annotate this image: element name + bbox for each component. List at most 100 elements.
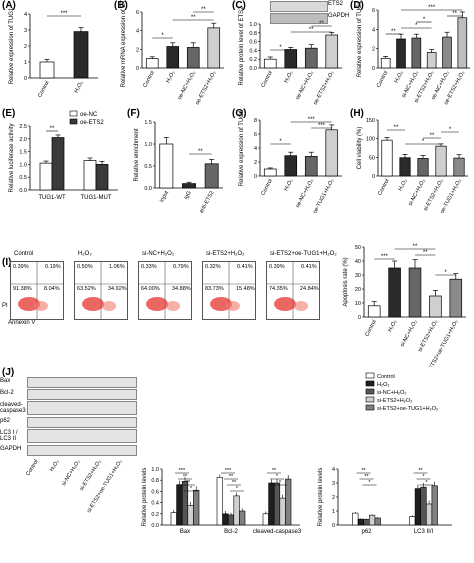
- e-sig-mark: **: [50, 126, 55, 132]
- c-tick-label: 1.0: [249, 22, 257, 28]
- flow-plot-title: si-NC+H₂O₂: [142, 251, 175, 257]
- flow-quadrant-value: 1.06%: [109, 264, 125, 270]
- j-right-sig-mark: *: [368, 480, 371, 486]
- f-category-label: anti-ETS2: [199, 190, 216, 213]
- blot-band-row: [27, 429, 137, 443]
- j-right-bar: [374, 517, 381, 526]
- blot-lane-label: H₂O₂: [49, 459, 61, 473]
- g-category-label: Control: [260, 178, 274, 196]
- i-category-label: si-ETS2+H₂O₂: [417, 319, 439, 353]
- panel-j-chart: Control H₂O₂ si-NC+H₂O₂si-ETS2+H₂O₂si-ETS2…: [25, 372, 452, 535]
- d-bar: [457, 17, 468, 69]
- j-left-bar: [262, 513, 269, 526]
- d-bar: [411, 37, 422, 69]
- flow-axis-pi: PI: [2, 303, 8, 309]
- f-category-label: IgG: [183, 190, 192, 201]
- blot-band-row: [27, 389, 137, 400]
- d-sig-mark: *: [423, 17, 426, 23]
- j-left-bar: [170, 512, 177, 526]
- b-ylabel: Relative mRNA expression of ETS2: [121, 0, 127, 87]
- d-sig-mark: ***: [428, 5, 436, 11]
- b-sig-mark: *: [161, 33, 164, 39]
- g-tick-label: 4: [254, 146, 257, 152]
- flow-plot: 0.50% 1.06% 63.52% 34.92%: [74, 261, 128, 320]
- b-category-label: Control: [142, 70, 156, 88]
- flow-plot-canvas: [267, 262, 319, 319]
- g-sig-mark: ***: [318, 123, 326, 129]
- flow-quadrant-value: 34.88%: [172, 286, 191, 292]
- e-tick-label: 2.0: [19, 137, 27, 143]
- j-left-sig-mark: *: [276, 474, 279, 480]
- flow-quadrant-value: 0.39%: [269, 264, 285, 270]
- panel-h-label: (H): [350, 108, 364, 119]
- c-bar: [325, 34, 339, 69]
- j-legend-swatch: [365, 404, 375, 411]
- flow-quadrant-value: 0.39%: [13, 264, 29, 270]
- flow-quadrant-value: 15.48%: [236, 286, 255, 292]
- e-legend-label: oe-ETS2: [80, 120, 104, 126]
- a-ylabel: Relative expression of TUG1: [9, 7, 15, 84]
- a-tick-label: 3: [24, 28, 27, 34]
- j-legend-label: H₂O₂: [377, 382, 390, 388]
- flow-quadrant-value: 0.32%: [205, 264, 221, 270]
- h-sig-mark: *: [449, 127, 452, 133]
- i-sig-mark: ***: [381, 254, 389, 260]
- j-left-sig-mark: **: [232, 480, 237, 486]
- d-sig-mark: **: [452, 11, 457, 17]
- g-category-label: oe-TUG1+H₂O₂: [312, 178, 335, 213]
- j-left-bar: [187, 505, 194, 526]
- flow-plot-canvas: [75, 262, 127, 319]
- h-bar: [381, 139, 393, 177]
- flow-plot-title: si-ETS2+H₂O₂: [206, 251, 245, 257]
- blot-band-row: [27, 417, 137, 428]
- j-left-bar: [233, 495, 240, 526]
- flow-quadrant-value: 0.41%: [237, 264, 253, 270]
- c-ylabel: Relative protein level of ETS2: [239, 6, 245, 86]
- b-category-label: H₂O₂: [165, 70, 176, 84]
- b-sig-mark: **: [191, 15, 196, 21]
- j-left-tick-label: 0.6: [151, 489, 159, 495]
- b-category-label: oe-ETS2+H₂O₂: [195, 70, 218, 105]
- e-legend-swatch: [69, 118, 78, 125]
- blot-row-label: cleaved-caspase3: [0, 402, 26, 414]
- i-tick-label: 10: [355, 301, 361, 307]
- h-bar: [417, 158, 429, 177]
- panel-d: (D) 0 2 4 6 Relative expression of TUG1 Contr…: [348, 0, 474, 106]
- f-ylabel: Relative enrichment: [134, 128, 140, 181]
- c-tick-label: 0.8: [249, 31, 257, 37]
- flow-plot-canvas: [203, 262, 255, 319]
- j-right-category-label: p62: [361, 529, 372, 535]
- b-sig-mark: **: [201, 7, 206, 13]
- a-category-label: H₂O₂: [74, 80, 85, 94]
- f-bar: [159, 143, 174, 189]
- h-ylabel: Cell viability (%): [357, 127, 363, 170]
- c-tick-label: 0.2: [249, 57, 257, 63]
- d-tick-label: 6: [372, 8, 375, 14]
- j-left-ylabel: Relative protein levels: [142, 468, 148, 527]
- d-bar: [426, 52, 437, 69]
- g-sig-mark: *: [279, 139, 282, 145]
- i-ylabel: Apoptosis rate (%): [343, 257, 349, 306]
- j-left-bar: [227, 514, 235, 526]
- a-category-label: Control: [37, 80, 51, 98]
- j-left-bar: [285, 478, 292, 526]
- h-tick-label: 50: [369, 155, 375, 161]
- flow-plot: 0.39% 0.19% 91.38% 8.04%: [10, 261, 64, 320]
- panel-d-label: (D): [350, 0, 364, 11]
- j-left-bar: [279, 497, 286, 526]
- j-left-bar: [239, 510, 246, 526]
- j-right-ylabel: Relative protein levels: [318, 468, 324, 527]
- f-sig-mark: **: [198, 149, 203, 155]
- c-category-label: oe-ETS2+H₂O₂: [313, 70, 336, 105]
- flow-cell-cloud: [274, 297, 296, 311]
- flow-cell-cloud: [294, 301, 308, 311]
- panel-d-chart: 0 2 4 6 Relative expression of TUG1 Control H₂…: [357, 0, 470, 106]
- e-legend-label: oe-NC: [80, 112, 98, 118]
- flow-quadrant-value: 0.79%: [173, 264, 189, 270]
- j-right-bar: [352, 512, 359, 526]
- b-bar: [166, 46, 180, 69]
- g-tick-label: 8: [254, 118, 257, 124]
- c-bar: [284, 49, 298, 69]
- flow-cell-cloud: [146, 297, 168, 311]
